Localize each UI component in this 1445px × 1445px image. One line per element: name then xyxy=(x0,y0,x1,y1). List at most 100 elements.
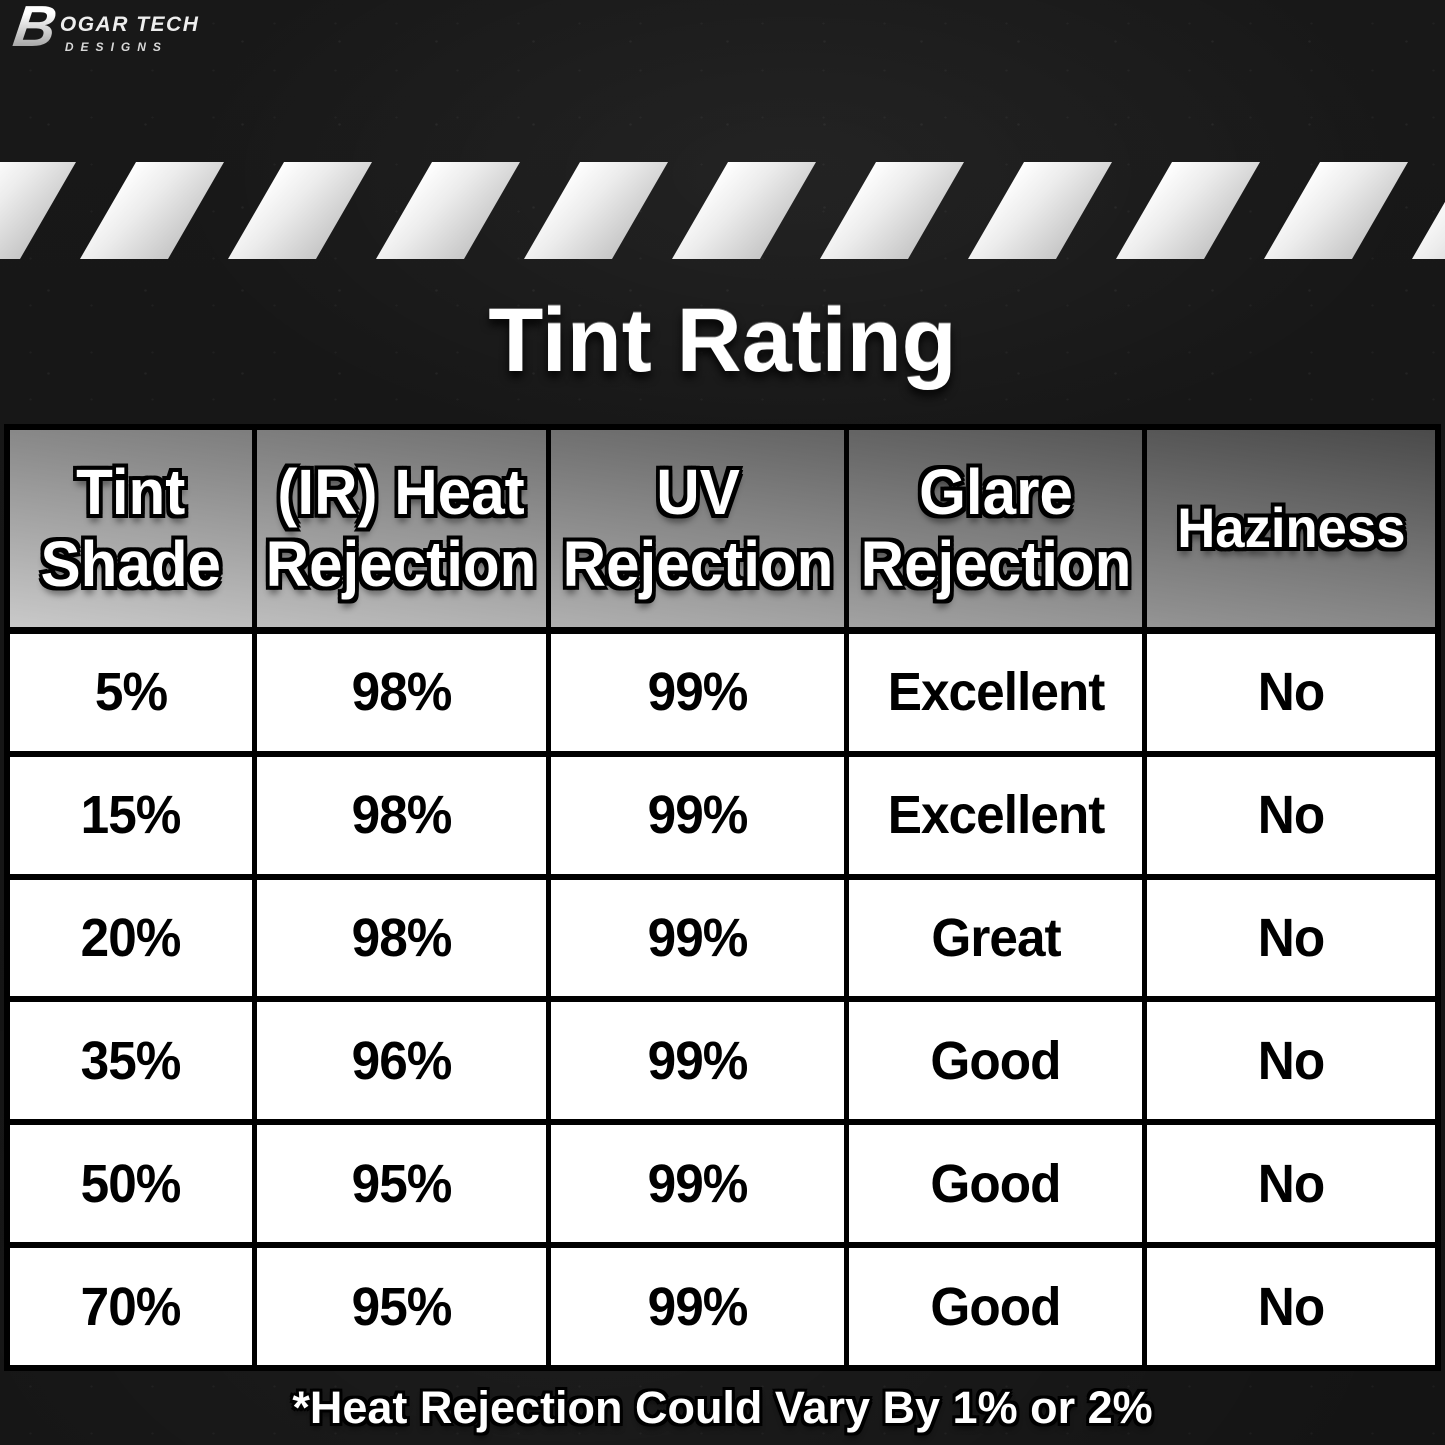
cell-uv-rejection: 99% xyxy=(551,756,850,874)
brand-logo: B OGAR TECH DESIGNS xyxy=(10,0,200,59)
brand-name: OGAR TECH xyxy=(59,13,200,36)
stripe xyxy=(967,162,1113,259)
table-row: 15% 98% 99% Excellent No xyxy=(10,756,1435,880)
cell-value: 99% xyxy=(647,1030,749,1091)
cell-tint-shade: 70% xyxy=(10,1248,257,1365)
table-header-row: Tint Shade (IR) Heat Rejection UV Reject… xyxy=(10,430,1435,634)
cell-glare-rejection: Excellent xyxy=(849,756,1148,874)
table-row: 50% 95% 99% Good No xyxy=(10,1125,1435,1249)
cell-haziness: No xyxy=(1147,1248,1435,1365)
cell-value: Great xyxy=(931,908,1061,969)
cell-value: No xyxy=(1257,1030,1325,1091)
cell-tint-shade: 20% xyxy=(10,879,257,997)
footnote-text: *Heat Rejection Could Vary By 1% or 2% xyxy=(292,1382,1153,1433)
cell-haziness: No xyxy=(1147,1002,1435,1119)
cell-value: 5% xyxy=(94,662,168,723)
cell-uv-rejection: 99% xyxy=(551,634,850,751)
cell-glare-rejection: Good xyxy=(849,1002,1148,1120)
cell-value: 99% xyxy=(647,1153,749,1214)
cell-tint-shade: 15% xyxy=(10,756,257,874)
diagonal-stripe-band xyxy=(0,162,1445,259)
cell-glare-rejection: Good xyxy=(849,1248,1148,1365)
table-row: 35% 96% 99% Good No xyxy=(10,1002,1435,1126)
stripe xyxy=(1115,162,1261,259)
cell-value: Good xyxy=(930,1153,1062,1214)
cell-value: No xyxy=(1257,1153,1325,1214)
cell-tint-shade: 50% xyxy=(10,1125,257,1243)
cell-value: 98% xyxy=(351,785,453,846)
stripe xyxy=(671,162,817,259)
cell-tint-shade: 5% xyxy=(10,634,257,751)
cell-value: No xyxy=(1257,908,1325,969)
cell-value: 98% xyxy=(351,662,453,723)
cell-heat-rejection: 98% xyxy=(257,634,552,751)
cell-value: 15% xyxy=(80,785,182,846)
cell-value: 50% xyxy=(80,1153,182,1214)
brand-subname: DESIGNS xyxy=(64,40,168,54)
table-row: 70% 95% 99% Good No xyxy=(10,1248,1435,1365)
cell-heat-rejection: 95% xyxy=(257,1125,552,1243)
cell-value: Excellent xyxy=(887,662,1105,723)
cell-value: 99% xyxy=(647,1276,749,1337)
cell-value: 35% xyxy=(80,1030,182,1091)
cell-heat-rejection: 95% xyxy=(257,1248,552,1365)
cell-value: No xyxy=(1257,662,1325,723)
tint-rating-table: Tint Shade (IR) Heat Rejection UV Reject… xyxy=(4,424,1441,1371)
cell-value: 99% xyxy=(647,908,749,969)
title-area: Tint Rating xyxy=(0,259,1445,424)
stripe xyxy=(79,162,225,259)
cell-haziness: No xyxy=(1147,880,1435,997)
cell-uv-rejection: 99% xyxy=(551,1248,850,1365)
stripe xyxy=(0,162,77,259)
cell-glare-rejection: Good xyxy=(849,1125,1148,1243)
cell-glare-rejection: Great xyxy=(849,879,1148,997)
stripe xyxy=(819,162,965,259)
cell-value: No xyxy=(1257,1276,1325,1337)
stripe xyxy=(1263,162,1409,259)
header-tint-shade: Tint Shade xyxy=(10,430,257,627)
cell-value: Excellent xyxy=(887,785,1105,846)
cell-uv-rejection: 99% xyxy=(551,879,850,997)
brand-logo-text: OGAR TECH DESIGNS xyxy=(60,13,200,54)
cell-value: 95% xyxy=(351,1153,453,1214)
cell-value: 98% xyxy=(351,908,453,969)
stripe xyxy=(375,162,521,259)
cell-value: No xyxy=(1257,785,1325,846)
cell-glare-rejection: Excellent xyxy=(849,634,1148,751)
cell-value: 95% xyxy=(351,1276,453,1337)
cell-uv-rejection: 99% xyxy=(551,1125,850,1243)
cell-value: 96% xyxy=(351,1030,453,1091)
cell-heat-rejection: 98% xyxy=(257,879,552,997)
cell-uv-rejection: 99% xyxy=(551,1002,850,1120)
cell-value: Good xyxy=(930,1276,1062,1337)
table-row: 5% 98% 99% Excellent No xyxy=(10,634,1435,757)
cell-haziness: No xyxy=(1147,634,1435,751)
header-label: (IR) Heat Rejection xyxy=(266,455,537,600)
header-label: Haziness xyxy=(1176,496,1406,560)
page-title: Tint Rating xyxy=(488,291,957,391)
header-label: Tint Shade xyxy=(40,455,222,600)
cell-heat-rejection: 96% xyxy=(257,1002,552,1120)
footnote-band: *Heat Rejection Could Vary By 1% or 2% xyxy=(0,1371,1445,1445)
header-ir-heat-rejection: (IR) Heat Rejection xyxy=(257,430,552,627)
header-label: UV Rejection xyxy=(562,455,834,600)
cell-value: Good xyxy=(930,1030,1062,1091)
stripe xyxy=(1411,162,1445,259)
brand-logo-icon: B xyxy=(10,0,63,59)
cell-value: 99% xyxy=(647,785,749,846)
cell-haziness: No xyxy=(1147,1125,1435,1242)
header-uv-rejection: UV Rejection xyxy=(551,430,850,627)
cell-haziness: No xyxy=(1147,757,1435,874)
cell-tint-shade: 35% xyxy=(10,1002,257,1120)
table-row: 20% 98% 99% Great No xyxy=(10,879,1435,1003)
cell-value: 99% xyxy=(647,662,749,723)
header-haziness: Haziness xyxy=(1147,430,1435,627)
header-label: Glare Rejection xyxy=(860,455,1132,600)
stripe xyxy=(523,162,669,259)
header-glare-rejection: Glare Rejection xyxy=(849,430,1148,627)
cell-heat-rejection: 98% xyxy=(257,756,552,874)
stripe xyxy=(227,162,373,259)
cell-value: 70% xyxy=(80,1276,182,1337)
cell-value: 20% xyxy=(80,908,182,969)
